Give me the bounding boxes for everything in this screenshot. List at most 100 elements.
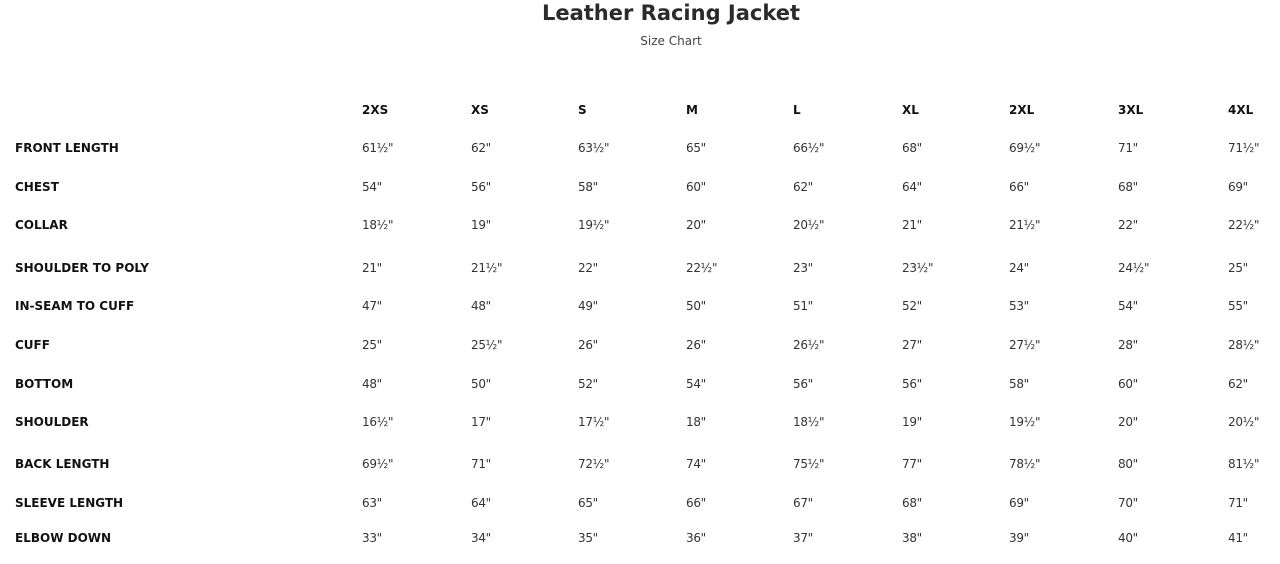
table-cell: 38" bbox=[902, 531, 922, 545]
table-cell: 48" bbox=[471, 299, 491, 313]
table-cell: 18½" bbox=[793, 415, 825, 429]
table-cell: 28" bbox=[1118, 338, 1138, 352]
row-label: CHEST bbox=[15, 180, 59, 194]
table-cell: 19½" bbox=[578, 218, 610, 232]
table-cell: 36" bbox=[686, 531, 706, 545]
table-cell: 50" bbox=[686, 299, 706, 313]
row-label: IN-SEAM TO CUFF bbox=[15, 299, 135, 313]
table-cell: 72½" bbox=[578, 457, 610, 471]
table-cell: 65" bbox=[686, 141, 706, 155]
table-cell: 19" bbox=[471, 218, 491, 232]
table-cell: 39" bbox=[1009, 531, 1029, 545]
table-cell: 70" bbox=[1118, 496, 1138, 510]
column-header-xs: XS bbox=[471, 103, 489, 117]
table-cell: 74" bbox=[686, 457, 706, 471]
table-cell: 51" bbox=[793, 299, 813, 313]
table-cell: 22½" bbox=[686, 261, 718, 275]
table-cell: 64" bbox=[471, 496, 491, 510]
table-cell: 69" bbox=[1009, 496, 1029, 510]
table-cell: 48" bbox=[362, 377, 382, 391]
table-cell: 26" bbox=[686, 338, 706, 352]
table-cell: 58" bbox=[578, 180, 598, 194]
table-cell: 33" bbox=[362, 531, 382, 545]
table-cell: 19" bbox=[902, 415, 922, 429]
table-cell: 49" bbox=[578, 299, 598, 313]
table-cell: 27" bbox=[902, 338, 922, 352]
table-cell: 20" bbox=[1118, 415, 1138, 429]
table-cell: 80" bbox=[1118, 457, 1138, 471]
table-cell: 40" bbox=[1118, 531, 1138, 545]
table-cell: 20½" bbox=[793, 218, 825, 232]
table-cell: 21" bbox=[362, 261, 382, 275]
table-cell: 21" bbox=[902, 218, 922, 232]
column-header-m: M bbox=[686, 103, 698, 117]
table-cell: 24½" bbox=[1118, 261, 1150, 275]
page-title: Leather Racing Jacket bbox=[541, 1, 801, 25]
row-label: BOTTOM bbox=[15, 377, 74, 391]
row-label: SHOULDER bbox=[15, 415, 89, 429]
table-cell: 21½" bbox=[1009, 218, 1041, 232]
table-cell: 63½" bbox=[578, 141, 610, 155]
table-cell: 55" bbox=[1228, 299, 1248, 313]
row-label: FRONT LENGTH bbox=[15, 141, 119, 155]
table-cell: 60" bbox=[686, 180, 706, 194]
table-cell: 60" bbox=[1118, 377, 1138, 391]
table-cell: 68" bbox=[1118, 180, 1138, 194]
table-cell: 66½" bbox=[793, 141, 825, 155]
row-label: SLEEVE LENGTH bbox=[15, 496, 124, 510]
table-cell: 71½" bbox=[1228, 141, 1260, 155]
table-cell: 63" bbox=[362, 496, 382, 510]
table-cell: 27½" bbox=[1009, 338, 1041, 352]
table-cell: 37" bbox=[793, 531, 813, 545]
table-cell: 66" bbox=[1009, 180, 1029, 194]
row-label: ELBOW DOWN bbox=[15, 531, 112, 545]
table-cell: 25" bbox=[1228, 261, 1248, 275]
table-cell: 69" bbox=[1228, 180, 1248, 194]
table-cell: 81½" bbox=[1228, 457, 1260, 471]
column-header-xl: XL bbox=[902, 103, 919, 117]
column-header-s: S bbox=[578, 103, 587, 117]
table-cell: 56" bbox=[902, 377, 922, 391]
table-cell: 77" bbox=[902, 457, 922, 471]
table-cell: 26½" bbox=[793, 338, 825, 352]
table-cell: 62" bbox=[471, 141, 491, 155]
table-cell: 54" bbox=[686, 377, 706, 391]
table-cell: 50" bbox=[471, 377, 491, 391]
table-cell: 78½" bbox=[1009, 457, 1041, 471]
table-cell: 52" bbox=[578, 377, 598, 391]
table-cell: 25½" bbox=[471, 338, 503, 352]
row-label: BACK LENGTH bbox=[15, 457, 110, 471]
table-cell: 34" bbox=[471, 531, 491, 545]
table-cell: 26" bbox=[578, 338, 598, 352]
table-cell: 18" bbox=[686, 415, 706, 429]
table-cell: 69½" bbox=[1009, 141, 1041, 155]
table-cell: 54" bbox=[362, 180, 382, 194]
table-cell: 20" bbox=[686, 218, 706, 232]
table-cell: 28½" bbox=[1228, 338, 1260, 352]
column-header-3xl: 3XL bbox=[1118, 103, 1144, 117]
table-cell: 68" bbox=[902, 496, 922, 510]
table-cell: 25" bbox=[362, 338, 382, 352]
column-header-l: L bbox=[793, 103, 801, 117]
table-cell: 54" bbox=[1118, 299, 1138, 313]
table-cell: 71" bbox=[1228, 496, 1248, 510]
table-cell: 68" bbox=[902, 141, 922, 155]
table-cell: 56" bbox=[793, 377, 813, 391]
table-cell: 23" bbox=[793, 261, 813, 275]
table-cell: 23½" bbox=[902, 261, 934, 275]
table-cell: 19½" bbox=[1009, 415, 1041, 429]
table-cell: 22½" bbox=[1228, 218, 1260, 232]
table-cell: 71" bbox=[471, 457, 491, 471]
table-cell: 17" bbox=[471, 415, 491, 429]
table-cell: 62" bbox=[793, 180, 813, 194]
page-subtitle: Size Chart bbox=[640, 34, 702, 48]
table-cell: 24" bbox=[1009, 261, 1029, 275]
table-cell: 69½" bbox=[362, 457, 394, 471]
table-cell: 35" bbox=[578, 531, 598, 545]
row-label: SHOULDER TO POLY bbox=[15, 261, 149, 275]
column-header-4xl: 4XL bbox=[1228, 103, 1254, 117]
table-cell: 16½" bbox=[362, 415, 394, 429]
table-cell: 41" bbox=[1228, 531, 1248, 545]
table-cell: 75½" bbox=[793, 457, 825, 471]
row-label: COLLAR bbox=[15, 218, 68, 232]
